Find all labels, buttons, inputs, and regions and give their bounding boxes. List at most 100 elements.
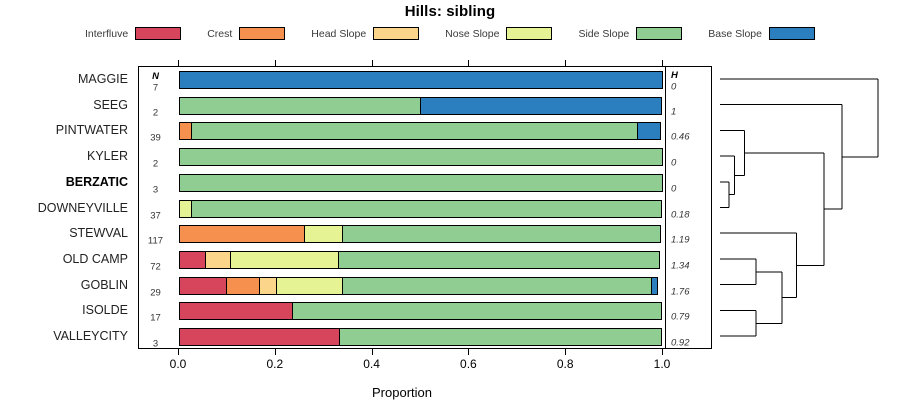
- bar-segment-side-slope[interactable]: [341, 225, 661, 244]
- h-value: 0.18: [671, 209, 690, 220]
- table-row[interactable]: [179, 148, 663, 167]
- table-row[interactable]: [179, 225, 663, 244]
- h-value: 0.79: [671, 311, 690, 323]
- n-value: 2: [152, 158, 159, 170]
- bar-segment-base-slope[interactable]: [636, 122, 661, 141]
- table-row[interactable]: [179, 250, 663, 269]
- category-label-column: MAGGIE SEEG PINTWATER KYLER BERZATIC DOWNEYVI…: [0, 66, 133, 349]
- n-value: 117: [147, 235, 164, 247]
- category-label-stewval: STEWVAL: [69, 226, 128, 241]
- legend-item-interfluve[interactable]: Interfluve: [85, 27, 182, 40]
- bar-segment-nose-slope[interactable]: [303, 225, 343, 244]
- n-value: 2: [152, 107, 159, 119]
- legend-swatch: [239, 27, 286, 40]
- table-row[interactable]: [179, 122, 663, 141]
- bar-segment-crest[interactable]: [179, 225, 305, 244]
- table-row[interactable]: [179, 302, 663, 321]
- bar-segment-interfluve[interactable]: [179, 302, 293, 321]
- h-value: 1.76: [671, 286, 690, 298]
- bar-segment-side-slope[interactable]: [341, 276, 652, 295]
- category-label-maggie: MAGGIE: [77, 71, 128, 86]
- bar-segment-side-slope[interactable]: [179, 173, 663, 192]
- n-value: 29: [150, 287, 161, 299]
- top-axis-tick: [371, 60, 373, 66]
- x-axis-tick: [371, 349, 373, 355]
- top-axis-tick: [274, 60, 276, 66]
- h-value: 0: [671, 183, 677, 195]
- legend-swatch: [373, 27, 420, 40]
- table-row[interactable]: [179, 70, 663, 89]
- legend-swatch: [506, 27, 553, 40]
- h-value: 1.19: [671, 234, 690, 246]
- bar-segment-side-slope[interactable]: [179, 96, 421, 115]
- x-axis-tick: [468, 349, 470, 355]
- n-value: 3: [152, 184, 159, 196]
- category-label-seeg: SEEG: [93, 97, 128, 112]
- table-row[interactable]: [179, 199, 663, 218]
- bar-segment-interfluve[interactable]: [179, 276, 228, 295]
- legend-label: Interfluve: [85, 27, 129, 40]
- table-row[interactable]: [179, 173, 663, 192]
- bar-segment-base-slope[interactable]: [650, 276, 658, 295]
- plot-panel: N 7 2 39 2 3 37 117 72 29 17 3: [138, 66, 666, 350]
- bar-segment-interfluve[interactable]: [179, 250, 206, 269]
- x-axis-tick: [178, 349, 179, 355]
- legend-item-nose-slope[interactable]: Nose Slope: [445, 27, 553, 40]
- table-row[interactable]: [179, 328, 663, 347]
- category-label-downeyville: DOWNEYVILLE: [37, 200, 128, 215]
- bar-segment-side-slope[interactable]: [190, 122, 638, 141]
- legend-swatch: [768, 27, 815, 40]
- bar-segment-side-slope[interactable]: [291, 302, 662, 321]
- legend-label: Head Slope: [311, 27, 367, 40]
- legend-item-head-slope[interactable]: Head Slope: [311, 27, 420, 40]
- n-value: 17: [150, 312, 161, 324]
- top-axis-tick: [662, 60, 663, 66]
- bar-segment-side-slope[interactable]: [339, 328, 662, 347]
- dendrogram-svg: [720, 78, 879, 337]
- legend-label: Base Slope: [708, 27, 762, 40]
- table-row[interactable]: [179, 276, 663, 295]
- legend-swatch: [135, 27, 182, 40]
- n-column-header: N: [152, 71, 159, 82]
- legend-item-side-slope[interactable]: Side Slope: [578, 27, 683, 40]
- bar-segment-nose-slope[interactable]: [276, 276, 343, 295]
- legend-item-crest[interactable]: Crest: [207, 27, 286, 40]
- n-value: 3: [152, 338, 159, 350]
- category-label-pintwater: PINTWATER: [55, 123, 128, 138]
- category-label-kyler: KYLER: [87, 149, 128, 164]
- h-column-header: H: [671, 70, 678, 81]
- x-axis-tick-label: 1.0: [653, 357, 671, 371]
- bar-segment-interfluve[interactable]: [179, 328, 341, 347]
- bar-segment-side-slope[interactable]: [338, 250, 660, 269]
- chart-title: Hills: sibling: [404, 3, 496, 20]
- bar-segment-head-slope[interactable]: [204, 250, 232, 269]
- x-axis-tick-label: 0.6: [460, 357, 477, 371]
- bar-segment-base-slope[interactable]: [179, 70, 663, 89]
- bar-segment-base-slope[interactable]: [420, 96, 662, 115]
- legend-label: Nose Slope: [445, 27, 500, 40]
- top-axis-tick: [565, 60, 567, 66]
- h-value: 0: [671, 157, 677, 169]
- dendrogram: [712, 66, 900, 349]
- category-label-old-camp: OLD CAMP: [62, 251, 128, 266]
- h-column: H 0 1 0.46 0 0 0.18 1.19 1.34 1.76 0.79 0.92: [666, 66, 712, 349]
- bar-segment-side-slope[interactable]: [191, 199, 662, 218]
- bar-segment-nose-slope[interactable]: [230, 250, 340, 269]
- bar-segment-crest[interactable]: [226, 276, 261, 295]
- h-value: 0: [671, 81, 677, 93]
- h-value: 0.92: [671, 337, 690, 349]
- legend-swatch: [636, 27, 683, 40]
- x-axis-tick-label: 0.8: [556, 357, 574, 371]
- bar-segment-side-slope[interactable]: [179, 148, 663, 167]
- n-value: 39: [150, 132, 161, 144]
- stacked-bars-area: [178, 67, 665, 348]
- n-column: N 7 2 39 2 3 37 117 72 29 17 3: [139, 67, 178, 350]
- x-axis-tick-label: 0.2: [266, 357, 284, 371]
- legend-item-base-slope[interactable]: Base Slope: [708, 27, 815, 40]
- table-row[interactable]: [179, 96, 663, 115]
- category-label-isolde: ISOLDE: [82, 303, 128, 318]
- h-value: 0.46: [671, 131, 690, 143]
- top-axis-tick: [178, 60, 179, 66]
- bar-segment-head-slope[interactable]: [259, 276, 278, 295]
